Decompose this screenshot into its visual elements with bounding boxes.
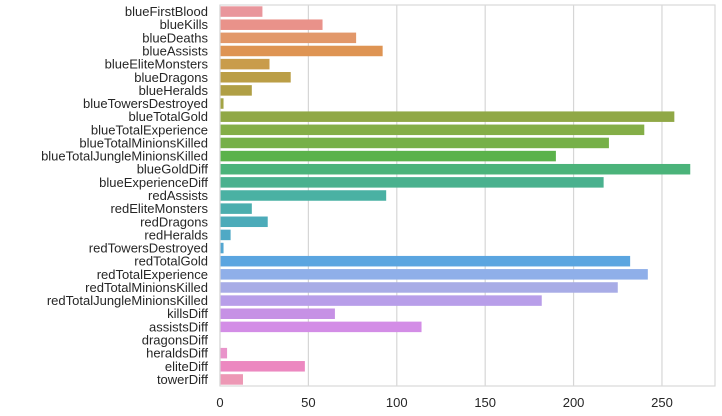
category-label: towerDiff (157, 372, 208, 387)
category-label: blueEliteMonsters (105, 57, 209, 72)
x-tick-label: 250 (651, 395, 673, 410)
category-label: redTotalExperience (97, 267, 208, 282)
x-tick-label: 100 (386, 395, 408, 410)
bar-redEliteMonsters (220, 203, 252, 214)
bar-redTotalMinionsKilled (220, 282, 618, 293)
bar-blueTotalGold (220, 111, 675, 122)
bar-redAssists (220, 190, 387, 201)
bar-blueGoldDiff (220, 163, 691, 175)
bar-eliteDiff (220, 361, 305, 372)
category-label: redDragons (140, 214, 208, 229)
category-label: dragonsDiff (142, 333, 209, 348)
category-label: blueKills (160, 17, 209, 32)
bar-blueHeralds (220, 85, 252, 96)
bar-blueExperienceDiff (220, 177, 604, 188)
category-label: blueDeaths (142, 30, 208, 45)
bar-redTowersDestroyed (220, 242, 224, 254)
category-label: killsDiff (167, 306, 208, 321)
bar-redDragons (220, 216, 268, 228)
category-label: heraldsDiff (146, 346, 208, 361)
category-label: blueHeralds (139, 83, 209, 98)
category-label: redTotalMinionsKilled (85, 280, 208, 295)
bar-blueKills (220, 19, 323, 30)
category-label: redEliteMonsters (110, 201, 208, 216)
bar-killsDiff (220, 308, 335, 319)
bar-redHeralds (220, 229, 231, 241)
bars (220, 6, 691, 385)
x-tick-label: 200 (563, 395, 585, 410)
category-label: eliteDiff (165, 359, 209, 374)
bar-blueFirstBlood (220, 6, 263, 17)
category-label: blueFirstBlood (125, 4, 208, 19)
category-label: redTowersDestroyed (89, 241, 208, 256)
bar-blueAssists (220, 45, 383, 57)
category-label: blueTotalGold (129, 109, 209, 124)
category-label: blueAssists (142, 43, 208, 58)
bar-blueEliteMonsters (220, 58, 270, 70)
category-label: blueTotalExperience (91, 122, 208, 137)
category-label: redTotalGold (134, 254, 208, 269)
bar-blueTotalMinionsKilled (220, 137, 609, 149)
category-label: blueTowersDestroyed (83, 96, 208, 111)
bar-blueTotalJungleMinionsKilled (220, 150, 556, 162)
category-label: blueTotalJungleMinionsKilled (41, 149, 208, 164)
x-tick-label: 150 (474, 395, 496, 410)
plot-frame (219, 4, 716, 387)
bar-blueDragons (220, 72, 291, 83)
x-tick-labels: 0 50 100 150 200 250 (216, 395, 672, 410)
category-label: redAssists (148, 188, 208, 203)
bar-redTotalExperience (220, 269, 648, 280)
category-label: redTotalJungleMinionsKilled (47, 293, 208, 308)
category-labels: blueFirstBloodblueKillsblueDeathsblueAss… (41, 4, 208, 387)
bar-heraldsDiff (220, 347, 228, 359)
bar-blueTotalExperience (220, 124, 645, 136)
x-tick-label: 0 (216, 395, 223, 410)
bar-towerDiff (220, 374, 243, 385)
category-label: blueGoldDiff (137, 162, 209, 177)
bar-blueTowersDestroyed (220, 98, 224, 109)
bar-blueDeaths (220, 32, 357, 44)
x-tick-label: 50 (301, 395, 315, 410)
category-label: blueDragons (134, 70, 208, 85)
category-label: redHeralds (144, 227, 208, 242)
category-label: blueExperienceDiff (99, 175, 208, 190)
category-label: assistsDiff (149, 319, 208, 334)
bar-assistsDiff (220, 321, 422, 333)
category-label: blueTotalMinionsKilled (79, 135, 208, 150)
bar-redTotalGold (220, 255, 631, 267)
bar-redTotalJungleMinionsKilled (220, 295, 542, 306)
